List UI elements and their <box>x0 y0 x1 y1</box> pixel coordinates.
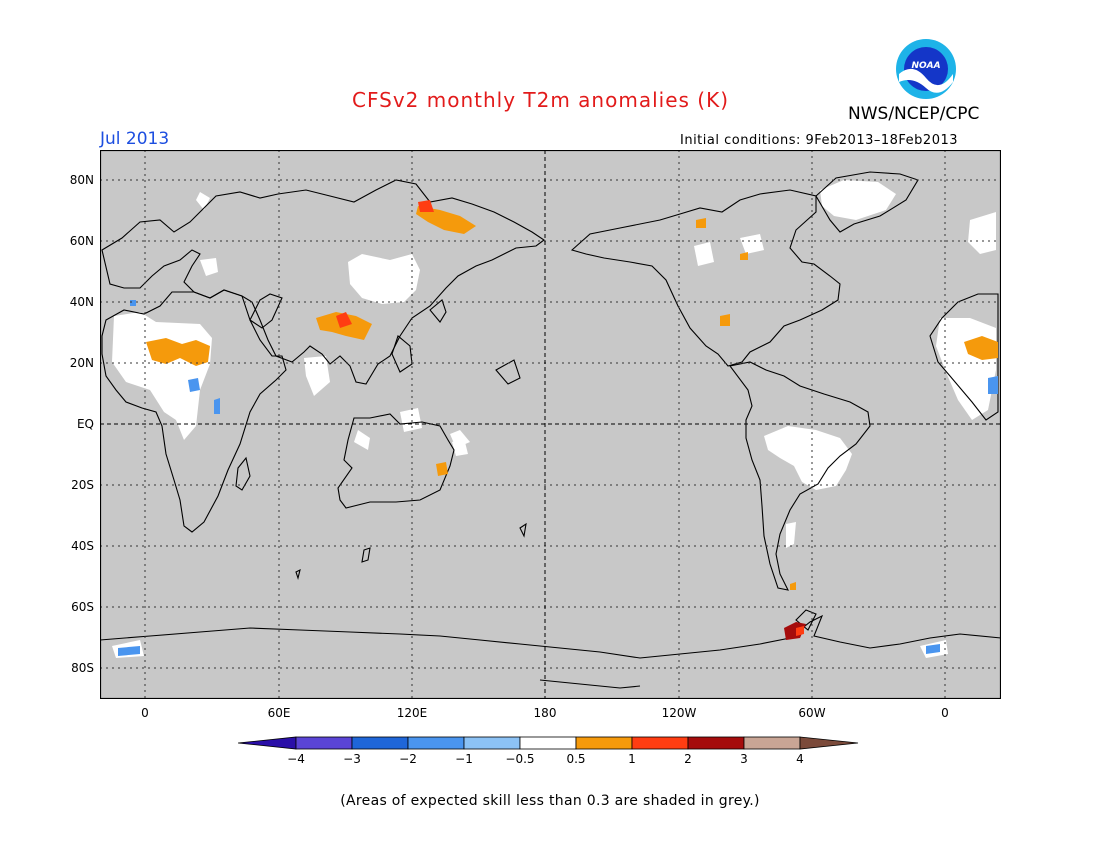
colorbar-swatch <box>463 736 521 750</box>
lat-label: 80S <box>71 661 94 675</box>
colorbar-swatch <box>351 736 409 750</box>
lon-label: 0 <box>141 706 149 720</box>
colorbar-label: −1 <box>455 752 473 766</box>
lat-label: 80N <box>69 173 94 187</box>
positive-anomaly-areas <box>146 200 998 640</box>
noaa-logo: NOAA <box>896 39 956 99</box>
skill-note: (Areas of expected skill less than 0.3 a… <box>340 793 760 809</box>
lon-label: 0 <box>941 706 949 720</box>
forecast-period: Jul 2013 <box>100 129 170 149</box>
lon-label: 60E <box>267 706 291 720</box>
colorbar-swatch <box>631 736 689 750</box>
logo-text: NOAA <box>911 61 940 71</box>
lat-label: 40S <box>71 539 94 553</box>
colorbar-swatch <box>519 736 577 750</box>
graticule <box>100 150 1001 699</box>
lon-label: 60W <box>798 706 826 720</box>
colorbar-swatch <box>238 736 297 750</box>
colorbar-swatch <box>743 736 801 750</box>
colorbar-label: 4 <box>796 752 804 766</box>
colorbar-swatch <box>407 736 465 750</box>
colorbar-label: −2 <box>399 752 417 766</box>
coastlines <box>100 171 1001 689</box>
lat-label: 40N <box>69 295 94 309</box>
colorbar-swatch <box>799 736 859 750</box>
colorbar-label: −4 <box>287 752 305 766</box>
lat-label: 20N <box>69 356 94 370</box>
anomaly-map <box>100 150 1001 699</box>
lon-label: 180 <box>533 706 557 720</box>
lon-label: 120E <box>396 706 428 720</box>
agency-label: NWS/NCEP/CPC <box>848 104 980 124</box>
lat-label: EQ <box>76 417 94 431</box>
colorbar-swatch <box>295 736 353 750</box>
lat-label: 20S <box>71 478 94 492</box>
colorbar-swatch <box>687 736 745 750</box>
colorbar-label: 0.5 <box>566 752 586 766</box>
colorbar-label: −0.5 <box>505 752 535 766</box>
colorbar <box>238 736 859 750</box>
colorbar-label: 2 <box>684 752 692 766</box>
colorbar-label: 3 <box>740 752 748 766</box>
lon-label: 120W <box>661 706 697 720</box>
colorbar-label: −3 <box>343 752 361 766</box>
lat-label: 60S <box>71 600 94 614</box>
lat-label: 60N <box>69 234 94 248</box>
negative-anomaly-areas <box>118 300 998 656</box>
colorbar-swatch <box>575 736 633 750</box>
initial-conditions: Initial conditions: 9Feb2013–18Feb2013 <box>680 133 959 148</box>
colorbar-label: 1 <box>628 752 636 766</box>
chart-title: CFSv2 monthly T2m anomalies (K) <box>352 88 729 112</box>
map-frame <box>100 150 1001 699</box>
